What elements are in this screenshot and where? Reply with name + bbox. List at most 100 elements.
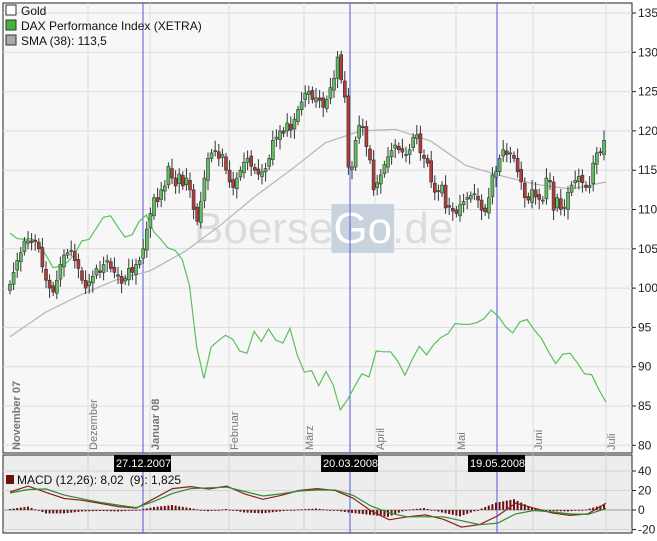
- histogram-bar: [412, 509, 415, 511]
- candle-body: [159, 189, 163, 200]
- candle-body: [224, 156, 228, 171]
- histogram-bar: [203, 510, 206, 511]
- candle-body: [292, 118, 297, 130]
- candle-body: [274, 136, 279, 140]
- histogram-bar: [466, 510, 469, 514]
- candle-body: [425, 158, 430, 164]
- candle-body: [314, 97, 318, 103]
- candle-body: [396, 145, 401, 151]
- legend-swatch-sma: [5, 34, 17, 46]
- date-marker-lines: [142, 3, 498, 533]
- candle-body: [591, 162, 596, 184]
- candle-body: [141, 248, 145, 259]
- candle-body: [598, 151, 603, 154]
- watermark-text-2: Go: [333, 204, 392, 253]
- candle-body: [555, 197, 560, 209]
- legend-swatch-macd: [6, 475, 14, 484]
- histogram-bar: [358, 510, 361, 514]
- candle-body: [429, 160, 434, 183]
- candle-body: [364, 126, 369, 147]
- candle-body: [540, 199, 545, 202]
- month-label: Juni: [533, 430, 545, 450]
- histogram-bar: [286, 510, 289, 511]
- histogram-bar: [495, 502, 497, 510]
- histogram-bar: [138, 509, 141, 511]
- candle-body: [594, 152, 599, 165]
- histogram-bar: [142, 509, 145, 510]
- candle-body: [69, 250, 73, 252]
- histogram-bar: [117, 510, 119, 512]
- price-tick-label: 85: [638, 399, 652, 413]
- candle-body: [36, 241, 41, 250]
- candle-body: [404, 154, 408, 156]
- histogram-bar: [408, 509, 411, 511]
- candle-body: [91, 276, 95, 284]
- month-label: Februar: [229, 411, 241, 450]
- price-tick-label: 120: [638, 124, 657, 138]
- candle-body: [537, 194, 542, 200]
- watermark-go-box: [331, 204, 395, 253]
- histogram-bar: [307, 508, 310, 510]
- candle-body: [87, 281, 91, 287]
- candle-body: [152, 197, 156, 217]
- candle-body: [105, 260, 109, 263]
- histogram-bar: [397, 510, 400, 513]
- candle-body: [170, 168, 174, 179]
- histogram-bar: [59, 510, 62, 514]
- histogram-bar: [523, 504, 526, 510]
- candle-body: [188, 180, 192, 191]
- histogram-bar: [127, 510, 130, 511]
- histogram-bar: [19, 507, 22, 510]
- candle-body: [454, 209, 459, 214]
- candle-body: [76, 259, 81, 269]
- histogram-bar: [516, 500, 519, 510]
- histogram-bar: [91, 510, 94, 512]
- histogram-bar: [149, 507, 152, 510]
- date-marker-label-3: 19.05.2008: [470, 458, 525, 470]
- histogram-bar: [181, 506, 184, 510]
- candle-body: [181, 175, 185, 187]
- legend-swatch-dax: [5, 19, 17, 31]
- candle-body: [242, 162, 246, 173]
- candle-body: [29, 240, 34, 243]
- candle-body: [80, 270, 84, 281]
- main-plot-background: [2, 2, 633, 454]
- histogram-bar: [192, 508, 195, 510]
- histogram-bar: [217, 509, 220, 511]
- histogram-bar: [527, 505, 530, 510]
- candle-body: [371, 159, 376, 191]
- histogram-bar: [419, 508, 422, 510]
- histogram-bar: [559, 510, 562, 512]
- price-tick-label: 95: [638, 320, 652, 334]
- histogram-bar: [167, 505, 170, 510]
- candle-body: [26, 240, 30, 244]
- histogram-bar: [196, 509, 199, 511]
- candle-body: [101, 264, 106, 273]
- histogram-bar: [257, 510, 260, 514]
- histogram-bar: [329, 510, 332, 511]
- histogram-bar: [109, 510, 112, 512]
- month-label: Dezember: [88, 399, 100, 450]
- histogram-bar: [178, 506, 181, 510]
- histogram-bar: [556, 510, 559, 512]
- histogram-bar: [336, 510, 339, 511]
- candle-body: [476, 195, 480, 201]
- candle-body: [40, 247, 45, 268]
- candle-body: [83, 279, 88, 289]
- candle-body: [342, 80, 347, 98]
- histogram-bar: [66, 510, 69, 514]
- candle-body: [584, 184, 588, 188]
- histogram-bar: [318, 508, 321, 510]
- candle-body: [508, 152, 513, 155]
- macd-line: [9, 485, 607, 528]
- candle-body: [497, 158, 502, 173]
- histogram-bar: [81, 510, 83, 512]
- candle-body: [468, 195, 473, 200]
- histogram-bar: [160, 506, 163, 510]
- histogram-bar: [588, 508, 591, 510]
- histogram-bar: [444, 510, 447, 514]
- histogram-bar: [297, 509, 299, 511]
- price-tick-label: 130: [638, 45, 657, 59]
- histogram-bar: [415, 508, 418, 510]
